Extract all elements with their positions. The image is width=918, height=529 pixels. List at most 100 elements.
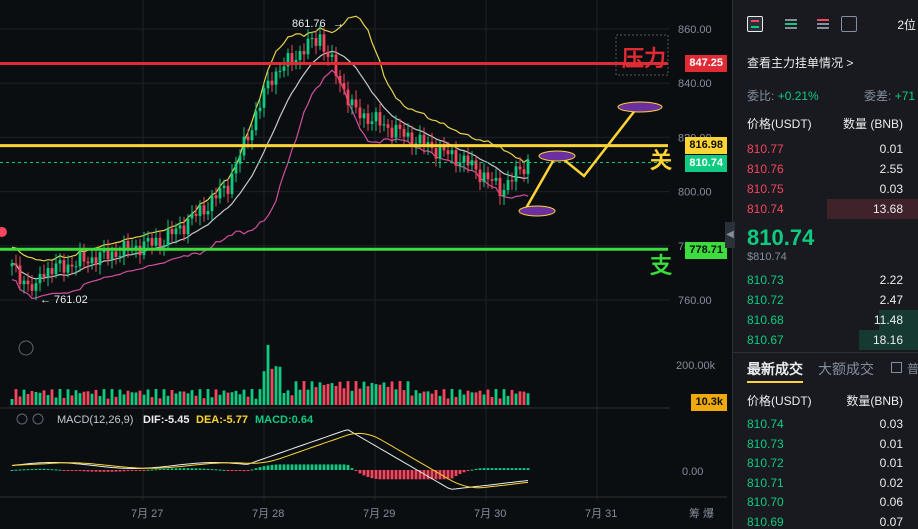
macd-histogram-bar: [74, 470, 78, 471]
volume-bar: [210, 397, 214, 405]
candle-body: [450, 150, 454, 155]
candle-body: [438, 146, 442, 159]
candle-body: [66, 264, 70, 273]
volume-bar: [318, 382, 322, 405]
candle-body: [278, 70, 282, 72]
macd-histogram-bar: [370, 470, 374, 479]
volume-bar: [490, 396, 494, 405]
volume-bar: [310, 381, 314, 405]
candle-body: [90, 257, 94, 264]
depth-link[interactable]: 查看主力挂单情况 >: [747, 56, 854, 70]
macd-eye-icon: [16, 413, 28, 425]
macd-histogram-bar: [38, 468, 42, 470]
volume-bar: [486, 389, 490, 405]
volume-bar: [262, 371, 266, 405]
macd-histogram-bar: [126, 470, 130, 472]
resistance-price-tag: 847.25: [685, 55, 727, 72]
date-axis-label: 7月 29: [363, 508, 395, 520]
macd-histogram-bar: [518, 468, 522, 470]
macd-histogram-bar: [434, 470, 438, 480]
volume-bar: [282, 393, 286, 405]
candle-body: [406, 132, 410, 137]
candle-body: [306, 38, 310, 55]
bid-row[interactable]: 810.68 11.48: [733, 310, 918, 330]
macd-histogram-bar: [294, 464, 298, 470]
macd-histogram-bar: [510, 468, 514, 470]
diff-label: 委差:: [864, 89, 892, 103]
bid-row[interactable]: 810.73 2.22: [733, 270, 918, 290]
kline-chart[interactable]: 860.00840.00820.00800.00780.00760.00200.…: [0, 0, 727, 529]
macd-histogram-bar: [282, 464, 286, 470]
macd-histogram-bar: [306, 464, 310, 470]
macd-histogram-bar: [466, 470, 470, 471]
volume-bar: [494, 389, 498, 405]
volume-bar: [50, 389, 54, 405]
tab-large-trades[interactable]: 大额成交: [818, 361, 874, 377]
macd-histogram-bar: [378, 470, 382, 480]
expand-icon[interactable]: [841, 16, 857, 32]
volume-bar: [454, 396, 458, 405]
layout-asks-icon[interactable]: [815, 16, 831, 32]
ask-row[interactable]: 810.75 0.03: [733, 179, 918, 199]
volume-bar: [122, 394, 126, 405]
macd-histogram-bar: [486, 468, 490, 470]
collapse-handle[interactable]: ◀: [725, 222, 735, 248]
layout-bids-icon[interactable]: [783, 16, 799, 32]
macd-histogram-bar: [526, 468, 530, 470]
precision-select[interactable]: 2位: [897, 18, 916, 32]
price-axis-label: 800.00: [678, 187, 712, 199]
macd-histogram-bar: [522, 468, 526, 470]
volume-bar: [322, 384, 326, 405]
macd-histogram-bar: [290, 464, 294, 470]
candle-body: [186, 218, 190, 235]
candle-body: [494, 177, 498, 181]
volume-bar: [386, 386, 390, 405]
volume-bar: [266, 344, 270, 405]
volume-bar: [14, 389, 18, 405]
col-price: 价格(USDT): [747, 117, 812, 131]
candle-body: [418, 134, 422, 144]
macd-histogram-bar: [58, 469, 62, 471]
ask-row[interactable]: 810.76 2.55: [733, 159, 918, 179]
macd-histogram-bar: [462, 470, 466, 473]
volume-bar: [242, 389, 246, 405]
volume-bar: [438, 395, 442, 405]
trades-checkbox[interactable]: [891, 362, 902, 373]
bid-row[interactable]: 810.72 2.47: [733, 290, 918, 310]
volume-bar: [522, 391, 526, 405]
ask-row[interactable]: 810.77 0.01: [733, 139, 918, 159]
macd-histogram-bar: [134, 470, 138, 471]
trade-qty: 0.06: [879, 495, 903, 509]
candle-body: [522, 169, 526, 175]
macd-histogram-bar: [318, 464, 322, 470]
macd-histogram-bar: [298, 464, 302, 470]
candle-body: [42, 273, 46, 278]
candle-body: [322, 34, 326, 52]
ratio-label: 委比:: [747, 89, 775, 103]
macd-histogram-bar: [122, 470, 126, 472]
macd-histogram-bar: [94, 470, 98, 472]
macd-histogram-bar: [238, 470, 242, 471]
candle-body: [258, 107, 262, 112]
tab-latest-trades[interactable]: 最新成交: [747, 361, 803, 377]
bid-row[interactable]: 810.67 18.16: [733, 330, 918, 350]
volume-bar: [226, 392, 230, 405]
macd-histogram-bar: [330, 464, 334, 470]
macd-dea-value: DEA:-5.77: [196, 414, 248, 426]
macd-histogram-bar: [402, 470, 406, 480]
ask-row[interactable]: 810.74 13.68: [733, 199, 918, 219]
layout-both-icon[interactable]: [747, 16, 763, 32]
candle-body: [134, 245, 138, 249]
projection-path: [523, 103, 641, 211]
candle-body: [402, 128, 406, 137]
macd-histogram-bar: [494, 468, 498, 470]
macd-histogram-bar: [322, 464, 326, 470]
bid-ask-ratio: 委比: +0.21%: [747, 87, 819, 104]
macd-histogram-bar: [490, 468, 494, 470]
candle-body: [98, 252, 102, 265]
chart-canvas[interactable]: 860.00840.00820.00800.00780.00760.00200.…: [0, 0, 727, 529]
macd-histogram-bar: [482, 468, 486, 470]
volume-bar: [142, 394, 146, 405]
candle-body: [370, 121, 374, 124]
price-axis-label: 760.00: [678, 295, 712, 307]
